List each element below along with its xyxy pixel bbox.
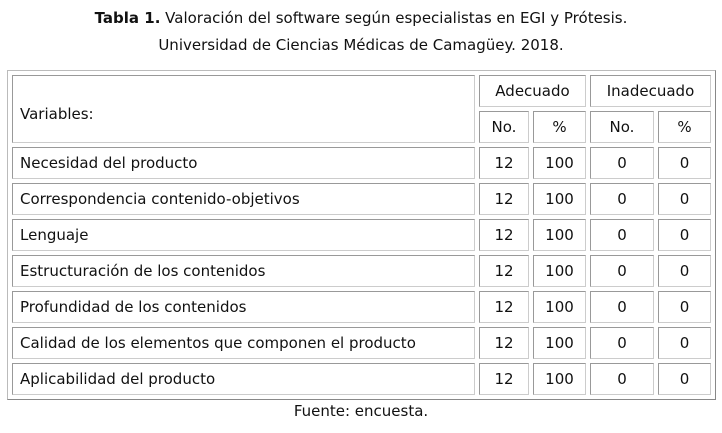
- table-row: Necesidad del producto 12 100 0 0: [12, 147, 711, 179]
- variables-header: Variables:: [12, 75, 475, 143]
- value-cell: 100: [533, 363, 586, 395]
- value-cell: 0: [658, 255, 711, 287]
- header-row-1: Variables: Adecuado Inadecuado: [12, 75, 711, 143]
- table-row: Profundidad de los contenidos 12 100 0 0: [12, 291, 711, 323]
- value-cell: 0: [590, 291, 654, 323]
- variable-cell: Lenguaje: [12, 219, 475, 251]
- value-cell: 0: [658, 219, 711, 251]
- variable-cell: Calidad de los elementos que componen el…: [12, 327, 475, 359]
- variable-cell: Estructuración de los contenidos: [12, 255, 475, 287]
- value-cell: 0: [658, 363, 711, 395]
- table-row: Calidad de los elementos que componen el…: [12, 327, 711, 359]
- caption-text: Valoración del software según especialis…: [165, 9, 628, 27]
- value-cell: 0: [590, 363, 654, 395]
- table-container: Variables: Adecuado Inadecuado No. % No.…: [7, 70, 716, 400]
- group-header-adecuado: Adecuado: [479, 75, 586, 107]
- table-row: Aplicabilidad del producto 12 100 0 0: [12, 363, 711, 395]
- value-cell: 12: [479, 327, 529, 359]
- variable-cell: Correspondencia contenido-objetivos: [12, 183, 475, 215]
- value-cell: 100: [533, 327, 586, 359]
- table-caption: Tabla 1. Valoración del software según e…: [0, 5, 722, 59]
- header-row-2: No. % No. %: [12, 111, 711, 143]
- subheader-no: No.: [590, 111, 654, 143]
- table-row: Correspondencia contenido-objetivos 12 100…: [12, 183, 711, 215]
- subheader-no: No.: [479, 111, 529, 143]
- variable-cell: Aplicabilidad del producto: [12, 363, 475, 395]
- table-row: Lenguaje 12 100 0 0: [12, 219, 711, 251]
- caption-line-2: Universidad de Ciencias Médicas de Camag…: [158, 36, 564, 54]
- value-cell: 100: [533, 255, 586, 287]
- caption-label: Tabla 1.: [94, 9, 161, 27]
- value-cell: 0: [590, 219, 654, 251]
- value-cell: 100: [533, 291, 586, 323]
- data-table: Variables: Adecuado Inadecuado No. % No.…: [7, 70, 716, 400]
- value-cell: 0: [590, 183, 654, 215]
- value-cell: 0: [658, 183, 711, 215]
- value-cell: 100: [533, 183, 586, 215]
- table-row: Estructuración de los contenidos 12 100 0 0: [12, 255, 711, 287]
- variable-cell: Profundidad de los contenidos: [12, 291, 475, 323]
- value-cell: 12: [479, 255, 529, 287]
- value-cell: 0: [658, 327, 711, 359]
- value-cell: 100: [533, 219, 586, 251]
- value-cell: 12: [479, 147, 529, 179]
- group-header-inadecuado: Inadecuado: [590, 75, 711, 107]
- subheader-percent: %: [658, 111, 711, 143]
- value-cell: 12: [479, 219, 529, 251]
- value-cell: 12: [479, 183, 529, 215]
- value-cell: 0: [658, 147, 711, 179]
- value-cell: 100: [533, 147, 586, 179]
- value-cell: 0: [590, 255, 654, 287]
- subheader-percent: %: [533, 111, 586, 143]
- value-cell: 0: [658, 291, 711, 323]
- variable-cell: Necesidad del producto: [12, 147, 475, 179]
- value-cell: 12: [479, 363, 529, 395]
- value-cell: 12: [479, 291, 529, 323]
- source-note: Fuente: encuesta.: [293, 402, 429, 420]
- value-cell: 0: [590, 147, 654, 179]
- caption-line-1: Tabla 1. Valoración del software según e…: [0, 5, 722, 32]
- value-cell: 0: [590, 327, 654, 359]
